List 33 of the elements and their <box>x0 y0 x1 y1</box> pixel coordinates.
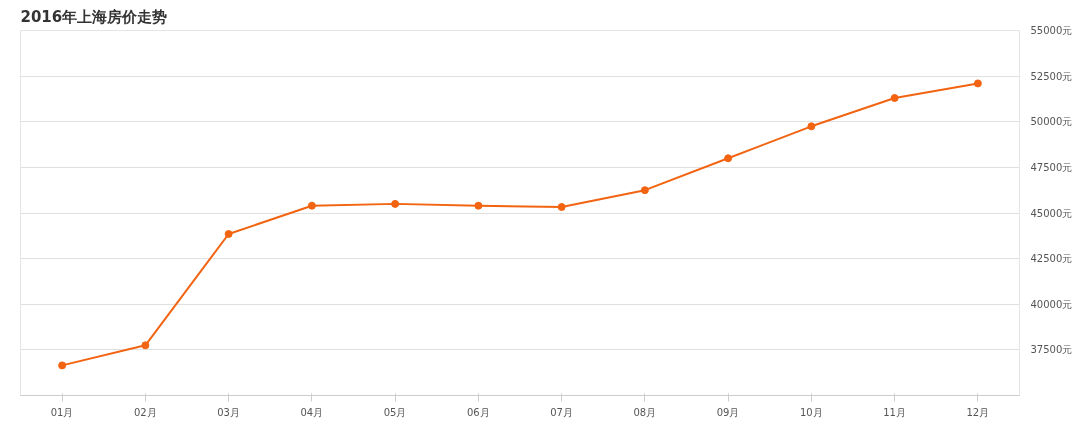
x-tick-label: 06月 <box>467 406 490 418</box>
y-tick-label: 55000元 <box>1030 25 1073 36</box>
x-tick-label: 05月 <box>383 406 407 418</box>
x-tick-label: 04月 <box>300 406 324 418</box>
point <box>640 186 649 195</box>
point <box>973 79 982 88</box>
y-tick-label: 42500元 <box>1030 253 1073 265</box>
x-tick-label: 07月 <box>550 406 573 418</box>
x-tick-label: 12月 <box>966 406 990 418</box>
y-tick-label: 47500元 <box>1030 161 1073 173</box>
x-tick-label: 10月 <box>800 406 823 418</box>
point <box>391 199 400 208</box>
y-tick-label: 37500元 <box>1030 344 1073 356</box>
point <box>307 201 316 210</box>
point <box>557 202 566 211</box>
point <box>724 154 733 163</box>
y-tick-label: 45000元 <box>1030 207 1073 219</box>
point <box>141 341 150 350</box>
chart-title: 2016年上海房价走势 <box>20 7 168 26</box>
y-tick-label: 52500元 <box>1030 70 1073 82</box>
point <box>224 229 233 238</box>
point <box>58 361 67 370</box>
x-tick-label: 09月 <box>716 406 740 418</box>
point <box>890 94 899 103</box>
x-tick-label: 08月 <box>633 406 657 418</box>
y-tick-label: 50000元 <box>1030 116 1073 128</box>
x-tick-label: 01月 <box>50 406 74 418</box>
point <box>474 201 483 210</box>
x-tick-label: 02月 <box>134 406 157 418</box>
y-tick-label: 40000元 <box>1030 298 1073 310</box>
x-tick-label: 03月 <box>217 406 240 418</box>
x-tick-label: 11月 <box>883 406 906 418</box>
point <box>807 122 816 131</box>
